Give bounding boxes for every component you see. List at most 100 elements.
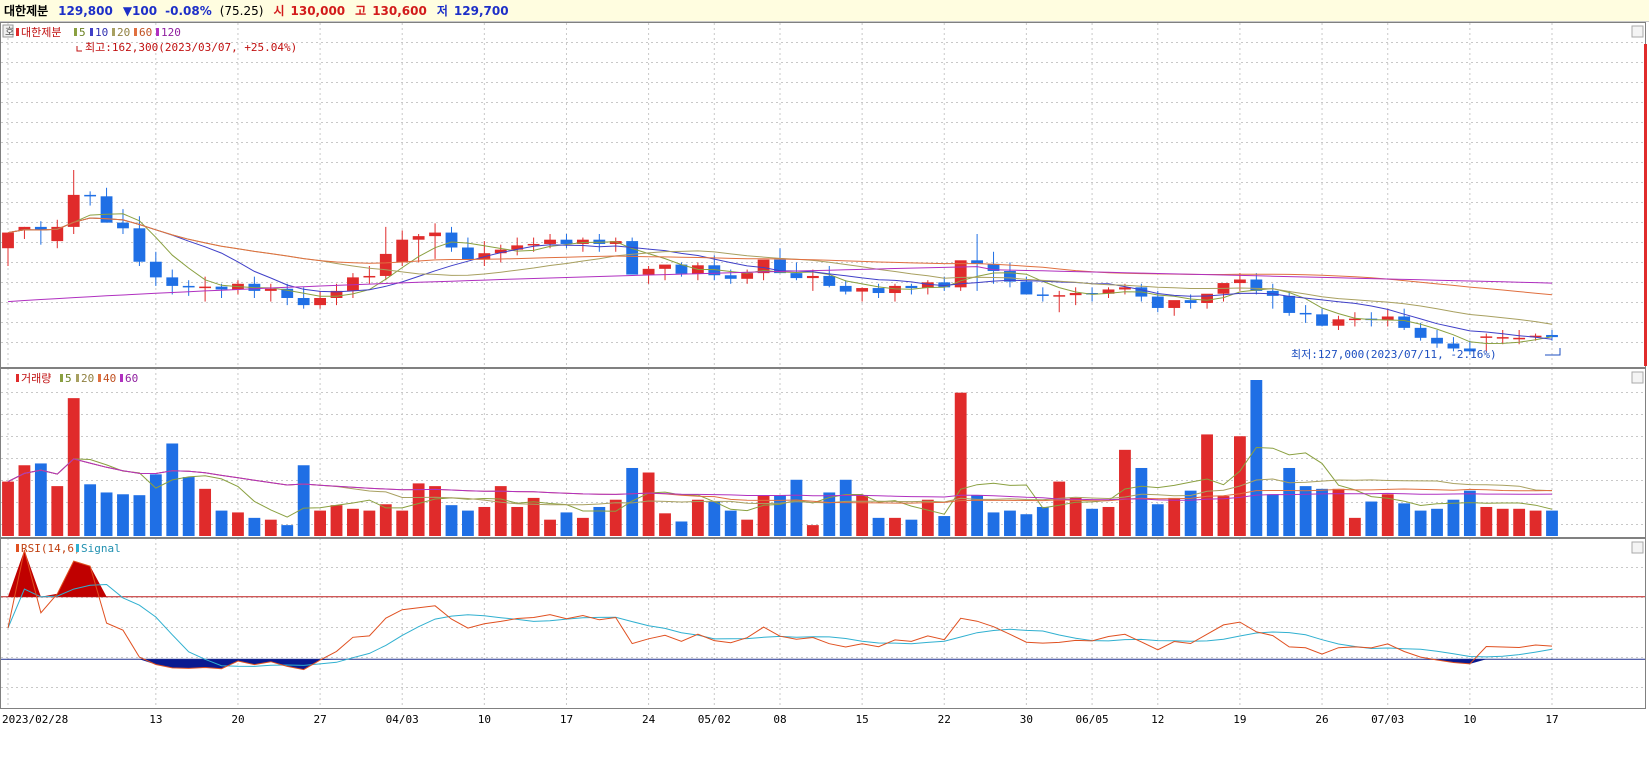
candle-body [1168,300,1181,308]
x-tick-label: 10 [478,713,491,726]
volume-bar [889,517,901,536]
chart-area[interactable]: 2023/02/28 13 20 27 04/03 10 17 24 05/02 08 15 22 30… [0,22,1649,768]
max-note: 최고:162,300(2023/03/07, +25.04%) [85,41,297,54]
x-tick-label: 13 [149,713,162,726]
volume-bar [1184,490,1197,536]
candle-body [396,239,409,263]
candle-body [724,275,737,279]
rsi-legend: RSI(14,6) Signal [16,542,121,555]
candle-body [330,290,343,298]
max-pointer [76,46,82,52]
candle-body [297,298,310,306]
legend-ma60: 60 [139,26,152,39]
candle-body [757,259,770,274]
candle-body [642,268,655,275]
volume-bar [823,492,836,536]
grid-lines [1,23,1645,708]
volume-bar [281,525,294,536]
legend-ma20: 20 [117,26,130,39]
candle-body [462,247,474,260]
candle-body [1381,316,1394,321]
candle-body [412,236,425,240]
volume-bar [232,512,244,536]
volume-bar [609,499,622,536]
volume-bar [1086,508,1098,536]
volume-bar [445,505,458,536]
volume-bar [248,517,261,536]
volume-bar [593,506,606,536]
candle-body [905,285,918,289]
min-pointer [1545,348,1561,356]
candle-body [34,226,47,231]
volume-bar [1135,467,1148,536]
candle-body [856,288,869,292]
volume-bar [478,506,491,536]
x-tick-label: 07/03 [1371,713,1404,726]
candle-body [215,286,228,290]
legend-vma5: 5 [65,372,72,385]
candle-body [1332,319,1345,326]
candle-body [1151,296,1164,308]
candle-body [1316,314,1328,326]
volume-bar [938,516,951,536]
price-change-pct: -0.08% [165,4,212,18]
candle-body [626,241,639,275]
volume-panel-frame [0,368,1646,538]
volume-bar [1004,510,1016,536]
legend-price-title: 대한제분 [21,26,61,39]
candle-body [938,282,951,288]
volume-bar [954,392,967,536]
rsi-lines [1,549,1645,671]
volume-bar [642,472,655,536]
legend-ma5: 5 [79,26,86,39]
volume-bar [1036,506,1049,536]
low-label: 저 [436,4,448,18]
volume-bar [1332,488,1345,536]
price-candles [2,170,1558,355]
volume-bar [1217,496,1230,536]
volume-panel-menu-button[interactable] [1631,371,1644,384]
panel-controls[interactable] [1631,25,1647,554]
volume-legend: 거래량 5 20 40 60 [16,372,138,385]
price-legend: 호 대한제분 5 10 20 60 120 [2,24,181,39]
candle-body [281,288,294,298]
volume-bar [724,510,737,536]
candle-body [971,260,984,264]
volume-bar [1463,490,1476,536]
min-annotation: 최저:127,000(2023/07/11, -2.16%) [1291,348,1561,361]
candle-body [560,239,573,244]
volume-bar [1496,508,1509,536]
volume-bar [527,497,540,536]
volume-bar [1151,504,1164,536]
volume-bar [34,463,47,536]
candle-body [511,245,524,250]
rsi-panel-menu-button[interactable] [1631,541,1644,554]
candle-body [1463,348,1476,352]
volume-bar [2,481,14,536]
x-tick-label: 05/02 [698,713,731,726]
price-panel-menu-button[interactable] [1631,25,1644,38]
price-scroll-indicator[interactable] [1644,44,1647,366]
legend-toggle-box[interactable] [2,24,14,38]
volume-bar [790,479,803,536]
legend-swatch-rsi [16,544,19,552]
legend-swatch-signal [76,544,79,552]
ma120-line [7,266,1553,303]
volume-bar [18,465,31,536]
volume-bar [1431,508,1443,536]
candle-body [839,285,852,292]
candle-body [872,288,885,294]
candle-body [708,265,721,276]
candle-body [166,277,179,286]
volume-bar [659,513,671,536]
candle-body [1004,270,1016,282]
candle-body [1414,327,1427,338]
current-price: 129,800 [58,4,113,18]
volume-bar [396,510,409,536]
volume-bar [215,510,228,536]
x-tick-label: 10 [1463,713,1476,726]
volume-bar [1119,449,1131,536]
volume-bar [133,495,146,536]
candle-body [1513,337,1526,340]
